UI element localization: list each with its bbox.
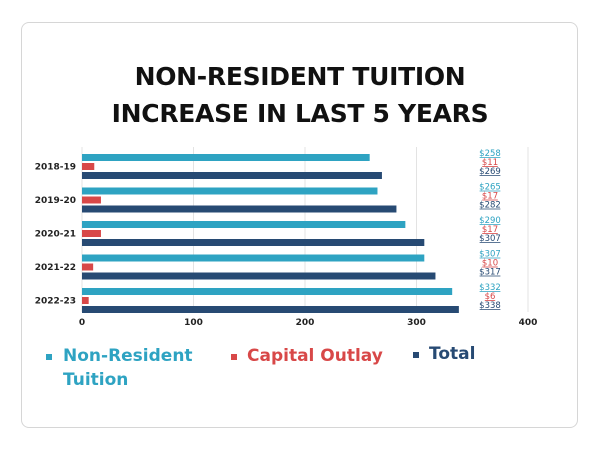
bar-capital-outlay-2022-23 <box>82 297 89 304</box>
bar-non-resident-tuition-2018-19 <box>82 154 370 161</box>
chart-title-line-2: INCREASE IN LAST 5 YEARS <box>111 99 489 128</box>
legend-swatch <box>413 352 419 358</box>
data-label: $307 <box>479 250 501 260</box>
data-label: $10 <box>482 259 498 269</box>
legend-label: Total <box>429 344 476 364</box>
category-label: 2019-20 <box>35 196 76 206</box>
data-label: $269 <box>479 167 501 177</box>
data-label: $307 <box>479 234 501 244</box>
bar-capital-outlay-2020-21 <box>82 230 101 237</box>
bar-non-resident-tuition-2021-22 <box>82 254 425 262</box>
data-label: $265 <box>479 183 501 193</box>
x-tick-label: 400 <box>519 318 538 328</box>
bar-capital-outlay-2018-19 <box>82 163 95 170</box>
category-label: 2022-23 <box>35 297 76 307</box>
data-label: $332 <box>479 283 501 293</box>
data-label: $290 <box>479 216 501 226</box>
legend-label: Capital Outlay <box>247 346 383 366</box>
legend-label: Non-Resident Tuition <box>63 346 193 390</box>
data-label: $17 <box>482 192 498 202</box>
x-tick-label: 0 <box>79 318 85 328</box>
bar-capital-outlay-2021-22 <box>82 263 94 271</box>
bar-total-2021-22 <box>82 272 436 280</box>
data-label: $17 <box>482 225 498 235</box>
category-label: 2021-22 <box>35 263 76 273</box>
bar-capital-outlay-2019-20 <box>82 196 101 204</box>
x-tick-label: 100 <box>184 318 203 328</box>
data-label: $11 <box>482 158 498 168</box>
bar-total-2019-20 <box>82 205 397 213</box>
bar-non-resident-tuition-2019-20 <box>82 187 378 195</box>
bar-total-2018-19 <box>82 172 382 179</box>
x-tick-label: 300 <box>407 318 426 328</box>
category-label: 2018-19 <box>35 163 76 173</box>
data-label: $258 <box>479 149 501 159</box>
legend-swatch <box>46 354 52 360</box>
bar-non-resident-tuition-2020-21 <box>82 221 406 228</box>
data-label: $338 <box>479 301 501 311</box>
data-label: $317 <box>479 268 501 278</box>
bar-total-2020-21 <box>82 239 425 246</box>
bar-total-2022-23 <box>82 306 459 313</box>
data-label: $282 <box>479 201 501 211</box>
data-label: $6 <box>485 292 496 302</box>
legend-swatch <box>231 354 237 360</box>
bar-non-resident-tuition-2022-23 <box>82 288 453 295</box>
x-tick-label: 200 <box>296 318 315 328</box>
category-label: 2020-21 <box>35 230 76 240</box>
chart-title-line-1: NON-RESIDENT TUITION <box>134 62 466 91</box>
